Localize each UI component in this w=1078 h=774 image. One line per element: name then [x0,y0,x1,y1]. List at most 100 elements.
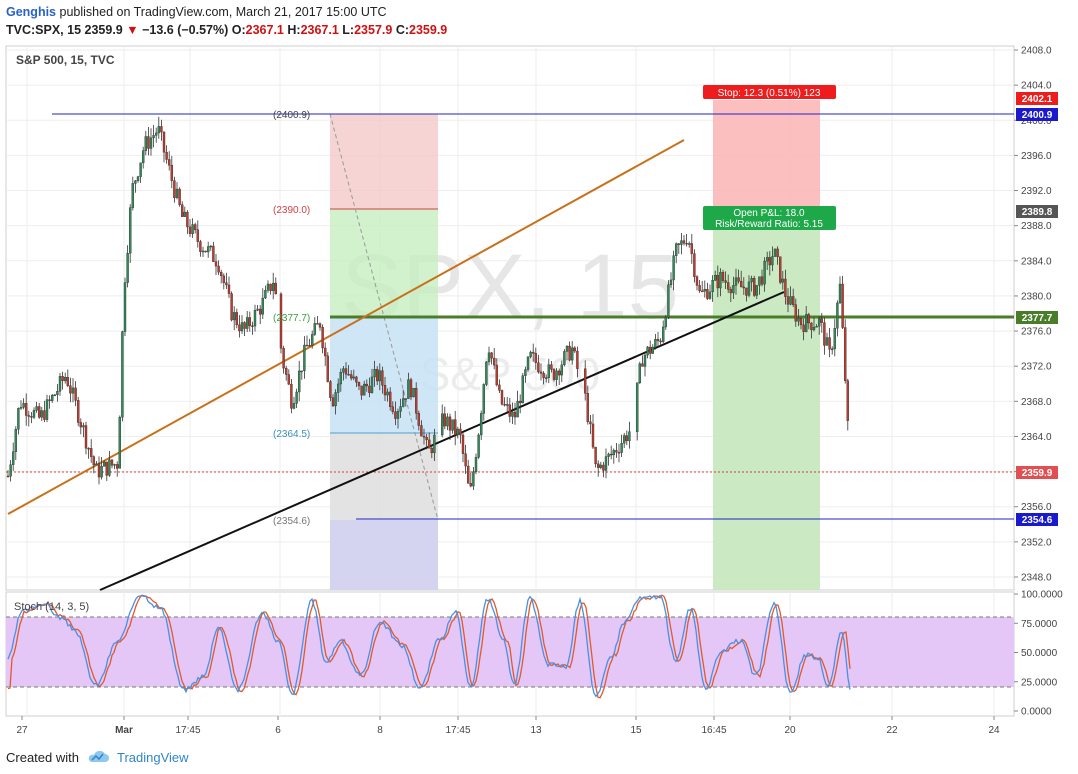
profit-zone-right [713,212,820,590]
candle [141,146,145,169]
candle [607,452,610,466]
candle [251,321,254,335]
high-label: H: [287,23,301,37]
candle [547,358,550,384]
candle [230,291,233,322]
time-tick-label: 6 [275,725,281,736]
candle [589,415,592,435]
candle [360,385,363,400]
candle [519,394,522,414]
candle [180,201,184,217]
candle [794,298,797,327]
candle [841,275,844,329]
candle [89,439,93,463]
stoch-axis[interactable]: 100.0000 75.0000 50.0000 25.0000 0.0000 [1014,590,1063,718]
candle [95,460,98,466]
candle [638,361,641,385]
candle [420,420,423,437]
candle [19,400,23,410]
candle [636,382,639,441]
stoch-tick-label: 0.0000 [1021,707,1052,718]
label-entry: (2377.7) [273,313,310,324]
price-tick-label: 2408.0 [1021,46,1052,57]
candle [797,308,800,327]
tradingview-brand-link[interactable]: TradingView [116,749,189,765]
candle [708,284,712,300]
candle [695,275,699,291]
candle [464,444,467,474]
pnl-info-box[interactable] [703,206,836,230]
candle [394,401,397,426]
candle [303,336,306,379]
candle [331,394,335,407]
candle [201,246,205,258]
candle [792,288,795,308]
candle [183,206,187,218]
time-axis[interactable]: 27 Mar 17:45 6 8 17:45 13 15 16:45 20 22 24 [16,716,1000,736]
candle [279,292,283,354]
author-link[interactable]: Genghis [6,5,57,19]
candle [456,426,459,439]
black-trend-line[interactable] [99,291,785,591]
candle [266,280,270,293]
candle [417,410,420,431]
candle [373,360,376,387]
candle [175,182,179,200]
chart-canvas[interactable]: SPX, 15 S&P 500 (2400.9) (2390.0) (2377.… [0,42,1078,740]
candle [776,246,779,265]
candle [659,338,662,346]
candle [784,269,787,305]
candle [287,369,290,386]
candle [493,348,496,370]
candle [430,444,433,459]
candle [443,406,446,430]
candle [160,119,163,141]
tag-target-bg [1016,205,1058,218]
time-tick-label: 17:45 [445,725,470,736]
candle [766,251,769,271]
candle [217,260,220,276]
candle [97,456,101,485]
candle [599,461,602,470]
candle [474,453,478,475]
candle [402,389,405,408]
stop-info-text: Stop: 12.3 (0.51%) 123 [718,88,821,99]
candle [604,448,608,479]
candle [51,393,54,404]
candle [714,270,717,282]
pnl-line-1: Open P&L: 18.0 [733,208,805,219]
candle [102,460,106,467]
candle [506,396,509,414]
candle [152,125,155,148]
candle [560,360,563,383]
price-tick-label: 2356.0 [1021,502,1052,513]
candle [222,273,226,290]
candle [641,355,644,367]
candle [643,351,647,377]
candle [167,151,171,171]
candle [196,220,200,248]
candle [285,365,288,381]
candle [407,372,410,399]
price-tick-label: 2348.0 [1021,573,1052,584]
candle [342,365,345,381]
high-value: 2367.1 [300,23,339,37]
low-zone-left [330,520,438,590]
candle [846,378,849,431]
candle [264,285,267,299]
time-tick-label: 22 [886,725,898,736]
candle [178,187,181,207]
time-tick-label: 15 [630,725,642,736]
candle [313,317,316,336]
candle [508,397,511,423]
candle [381,366,384,394]
candle [82,422,85,438]
low-label: L: [342,23,355,37]
candle [370,368,374,394]
candle [823,317,826,355]
stop-info-box[interactable] [703,85,836,99]
candle [253,304,257,332]
candle [628,421,631,449]
long-position-right[interactable] [713,100,820,590]
candle [204,250,207,253]
